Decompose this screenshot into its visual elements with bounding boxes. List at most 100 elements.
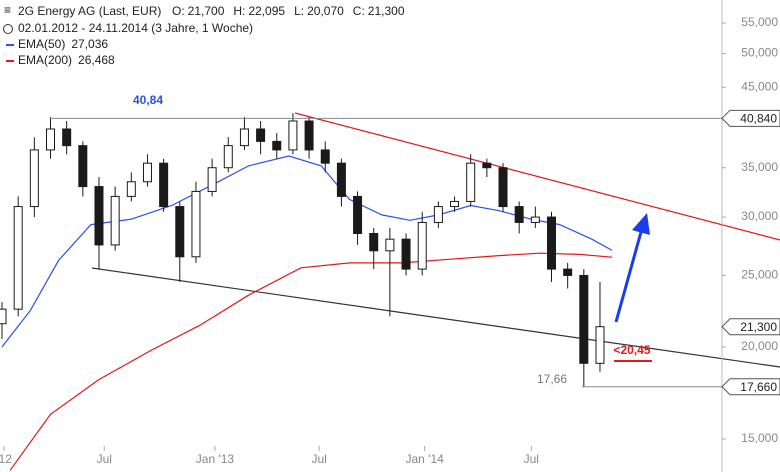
- plot: [0, 113, 613, 471]
- candle: [498, 163, 508, 212]
- candle-body: [401, 238, 411, 270]
- y-tick-label: 50,000: [741, 46, 778, 60]
- candle-body: [530, 216, 540, 223]
- candle-body: [272, 140, 282, 151]
- candle: [142, 154, 152, 187]
- stat-name: H:: [233, 4, 245, 18]
- candle-body: [433, 206, 443, 223]
- stat-name: C:: [353, 4, 365, 18]
- x-tick-label: Jul: [524, 452, 539, 466]
- candle-body: [256, 128, 266, 142]
- level-label: 21,300: [740, 320, 777, 334]
- candle: [94, 176, 104, 270]
- candle-body: [207, 167, 217, 192]
- x-tick-label: '12: [0, 452, 12, 466]
- candle-body: [514, 206, 524, 223]
- candle: [207, 158, 217, 197]
- candle: [13, 196, 23, 317]
- candle-body: [369, 232, 379, 252]
- chart-subtitle: 02.01.2012 - 24.11.2014 (3 Jahre, 1 Woch…: [18, 21, 253, 35]
- x-tick-label: Jul: [312, 452, 327, 466]
- stat-value: 21,300: [368, 4, 405, 18]
- candle: [272, 133, 282, 159]
- candle-body: [46, 128, 56, 151]
- candle-body: [239, 128, 249, 147]
- y-tick-label: 45,000: [741, 79, 778, 93]
- candle: [563, 262, 573, 289]
- y-tick-label: 30,000: [741, 209, 778, 223]
- candle-body: [78, 145, 88, 188]
- candle-body: [126, 181, 136, 197]
- y-tick-label: 20,000: [741, 339, 778, 353]
- candle: [385, 227, 395, 317]
- clock-icon: [3, 24, 13, 34]
- candle: [175, 201, 185, 282]
- candle: [369, 227, 379, 270]
- candle-body: [498, 167, 508, 208]
- candle-body: [29, 149, 39, 208]
- annotation: 17,66: [537, 372, 567, 386]
- stat-value: 22,095: [248, 4, 285, 18]
- candle: [417, 211, 427, 276]
- candle: [433, 201, 443, 228]
- y-tick-label: 25,000: [741, 268, 778, 282]
- candle: [530, 206, 540, 228]
- y-tick-label: 35,000: [741, 160, 778, 174]
- stat-name: O:: [172, 4, 185, 18]
- menu-icon: ≡: [4, 3, 11, 17]
- candle-body: [353, 195, 363, 234]
- candle-body: [0, 308, 7, 325]
- candle: [223, 137, 233, 173]
- candle-body: [223, 145, 233, 169]
- candle-body: [94, 186, 104, 246]
- candle-body: [304, 120, 314, 151]
- candle: [466, 154, 476, 207]
- resistance-trendline: [294, 112, 780, 241]
- candle-body: [159, 162, 169, 208]
- forecast-arrowhead: [632, 213, 650, 235]
- candle: [0, 302, 7, 339]
- level-label: 17,660: [740, 380, 777, 394]
- candle: [78, 141, 88, 197]
- candle: [256, 120, 266, 155]
- stat-name: L:: [294, 4, 304, 18]
- support-trendline: [91, 267, 780, 368]
- candle: [450, 196, 460, 212]
- candle: [239, 117, 249, 150]
- candle: [482, 158, 492, 177]
- candle: [320, 141, 330, 173]
- x-tick-label: Jan '13: [196, 452, 235, 466]
- candle-body: [563, 268, 573, 276]
- candle: [29, 137, 39, 218]
- candle-body: [142, 162, 152, 183]
- forecast-arrow: [614, 231, 643, 323]
- candle-body: [191, 190, 201, 258]
- stat-value: 21,700: [188, 4, 225, 18]
- candle: [191, 181, 201, 263]
- legend-label: EMA(50): [18, 37, 65, 51]
- y-tick-label: 15,000: [741, 431, 778, 445]
- candle: [126, 172, 136, 202]
- legend-value: 27,036: [71, 37, 108, 51]
- candle-body: [288, 120, 298, 151]
- annotation: 40,84: [133, 93, 163, 107]
- candle-body: [579, 274, 589, 364]
- ema-line: [9, 252, 613, 471]
- candle-body: [546, 216, 556, 270]
- legend-value: 26,468: [78, 53, 115, 67]
- level-label: 40,840: [740, 111, 777, 125]
- candle-body: [450, 200, 460, 208]
- candle-body: [417, 221, 427, 270]
- level-box: [721, 318, 780, 336]
- level-box: [721, 109, 780, 127]
- candle: [595, 281, 605, 372]
- legend-label: EMA(200): [18, 53, 72, 67]
- candle: [46, 117, 56, 159]
- candle-body: [385, 238, 395, 252]
- x-tick-label: Jan '14: [405, 452, 444, 466]
- candle-body: [466, 162, 476, 202]
- candle: [401, 233, 411, 276]
- candle: [62, 120, 72, 155]
- candle-body: [13, 206, 23, 310]
